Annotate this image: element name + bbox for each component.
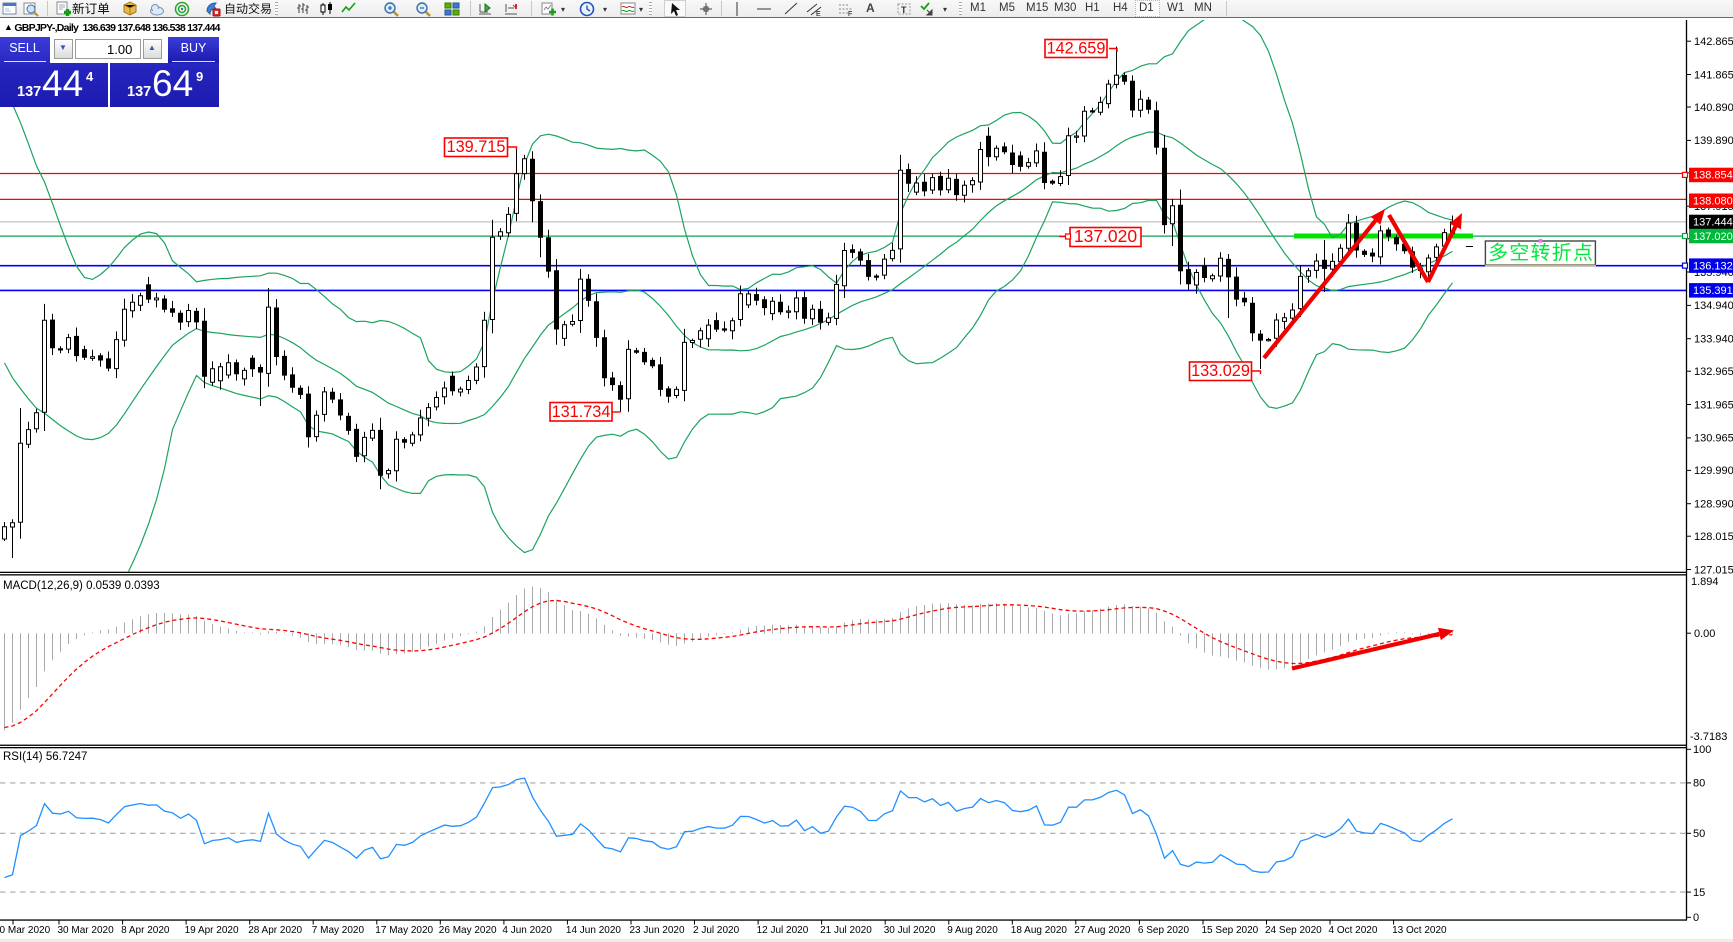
svg-text:1.894: 1.894 bbox=[1691, 576, 1719, 588]
svg-text:128.015: 128.015 bbox=[1694, 531, 1733, 543]
svg-text:133.940: 133.940 bbox=[1694, 334, 1733, 346]
svg-text:2 Jul 2020: 2 Jul 2020 bbox=[693, 925, 740, 936]
svg-text:137.444: 137.444 bbox=[1693, 217, 1733, 229]
svg-text:141.865: 141.865 bbox=[1694, 69, 1733, 81]
svg-text:17 May 2020: 17 May 2020 bbox=[375, 925, 433, 936]
svg-text:MACD(12,26,9) 0.0539 0.0393: MACD(12,26,9) 0.0539 0.0393 bbox=[3, 580, 160, 592]
svg-text:21 Jul 2020: 21 Jul 2020 bbox=[820, 925, 872, 936]
svg-text:139.715: 139.715 bbox=[447, 138, 506, 156]
svg-text:28 Apr 2020: 28 Apr 2020 bbox=[248, 925, 302, 936]
svg-text:F: F bbox=[848, 11, 852, 17]
svg-text:80: 80 bbox=[1693, 778, 1705, 790]
svg-text:127.015: 127.015 bbox=[1694, 564, 1733, 576]
svg-text:9 Aug 2020: 9 Aug 2020 bbox=[947, 925, 998, 936]
svg-text:8 Apr 2020: 8 Apr 2020 bbox=[121, 925, 170, 936]
svg-text:24 Sep 2020: 24 Sep 2020 bbox=[1265, 925, 1322, 936]
svg-text:131.965: 131.965 bbox=[1694, 399, 1733, 411]
svg-text:140.890: 140.890 bbox=[1694, 102, 1733, 114]
svg-text:26 May 2020: 26 May 2020 bbox=[439, 925, 497, 936]
svg-text:137.020: 137.020 bbox=[1693, 231, 1733, 243]
svg-text:30 Mar 2020: 30 Mar 2020 bbox=[58, 925, 115, 936]
svg-text:128.990: 128.990 bbox=[1694, 499, 1733, 511]
svg-text:142.659: 142.659 bbox=[1047, 40, 1106, 58]
svg-text:7 May 2020: 7 May 2020 bbox=[312, 925, 365, 936]
svg-text:136.132: 136.132 bbox=[1693, 260, 1733, 272]
svg-text:15 Sep 2020: 15 Sep 2020 bbox=[1202, 925, 1259, 936]
svg-text:18 Aug 2020: 18 Aug 2020 bbox=[1011, 925, 1068, 936]
svg-text:-3.7183: -3.7183 bbox=[1690, 731, 1727, 743]
svg-text:E: E bbox=[816, 11, 821, 17]
svg-text:100: 100 bbox=[1693, 744, 1711, 756]
svg-text:30 Jul 2020: 30 Jul 2020 bbox=[884, 925, 936, 936]
svg-text:23 Jun 2020: 23 Jun 2020 bbox=[630, 925, 685, 936]
svg-text:15: 15 bbox=[1693, 887, 1705, 899]
svg-text:14 Jun 2020: 14 Jun 2020 bbox=[566, 925, 621, 936]
svg-text:12 Jul 2020: 12 Jul 2020 bbox=[757, 925, 809, 936]
svg-text:T: T bbox=[901, 5, 907, 15]
svg-text:50: 50 bbox=[1693, 828, 1705, 840]
svg-text:137.020: 137.020 bbox=[1074, 226, 1138, 246]
svg-text:138.080: 138.080 bbox=[1693, 196, 1733, 208]
svg-text:129.990: 129.990 bbox=[1694, 465, 1733, 477]
svg-text:6 Sep 2020: 6 Sep 2020 bbox=[1138, 925, 1190, 936]
svg-text:139.890: 139.890 bbox=[1694, 135, 1733, 147]
svg-text:0.00: 0.00 bbox=[1694, 628, 1715, 640]
svg-text:13 Oct 2020: 13 Oct 2020 bbox=[1392, 925, 1447, 936]
svg-text:138.854: 138.854 bbox=[1693, 170, 1733, 182]
svg-text:135.391: 135.391 bbox=[1693, 285, 1733, 297]
svg-text:130.965: 130.965 bbox=[1694, 433, 1733, 445]
svg-text:4 Oct 2020: 4 Oct 2020 bbox=[1329, 925, 1378, 936]
svg-text:0: 0 bbox=[1693, 912, 1699, 924]
svg-text:4 Jun 2020: 4 Jun 2020 bbox=[502, 925, 552, 936]
svg-text:RSI(14) 56.7247: RSI(14) 56.7247 bbox=[3, 751, 87, 763]
svg-text:142.865: 142.865 bbox=[1694, 36, 1733, 48]
svg-text:27 Aug 2020: 27 Aug 2020 bbox=[1074, 925, 1131, 936]
svg-text:20 Mar 2020: 20 Mar 2020 bbox=[0, 925, 51, 936]
svg-text:131.734: 131.734 bbox=[552, 403, 611, 421]
svg-text:133.029: 133.029 bbox=[1191, 362, 1250, 380]
svg-text:132.965: 132.965 bbox=[1694, 366, 1733, 378]
svg-text:134.940: 134.940 bbox=[1694, 300, 1733, 312]
svg-text:19 Apr 2020: 19 Apr 2020 bbox=[185, 925, 239, 936]
